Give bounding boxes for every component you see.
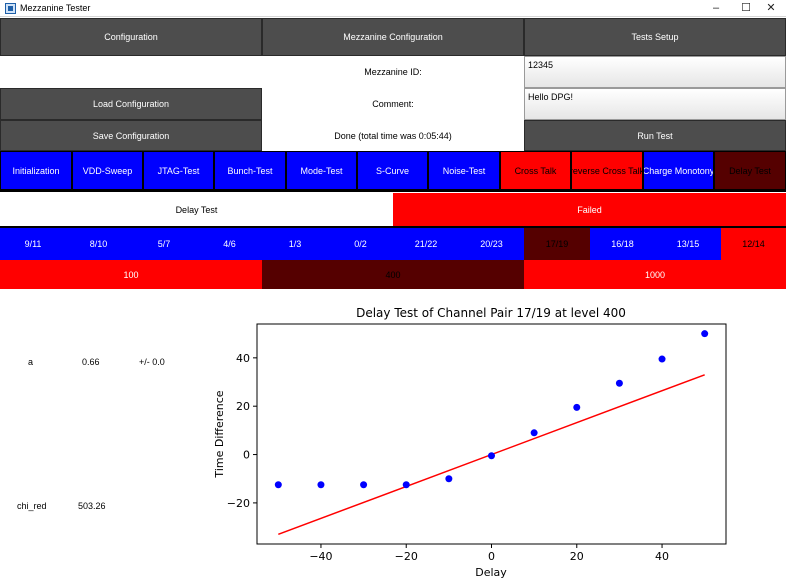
channel-pair-11[interactable]: 12/14	[721, 228, 786, 260]
x-tick-label: −40	[309, 550, 332, 563]
channel-pair-8[interactable]: 17/19	[524, 228, 590, 260]
channel-pair-4[interactable]: 1/3	[262, 228, 328, 260]
channel-pair-6[interactable]: 21/22	[393, 228, 459, 260]
minimize-button[interactable]: –	[712, 2, 720, 14]
load-configuration-button[interactable]: Load Configuration	[0, 88, 262, 120]
test-tab-7[interactable]: Cross Talk	[500, 151, 571, 190]
app-window-icon	[5, 3, 16, 14]
test-tab-9[interactable]: Charge Monotony	[643, 151, 714, 190]
result-status: Failed	[393, 193, 786, 226]
channel-pair-2[interactable]: 5/7	[131, 228, 197, 260]
fit-line	[278, 374, 705, 536]
run-test-button[interactable]: Run Test	[524, 120, 786, 151]
test-tab-8[interactable]: reverse Cross Talk	[571, 151, 643, 190]
save-configuration-button[interactable]: Save Configuration	[0, 120, 262, 151]
test-tab-4[interactable]: Mode-Test	[286, 151, 357, 190]
channel-pair-10[interactable]: 13/15	[655, 228, 721, 260]
channel-pair-3[interactable]: 4/6	[197, 228, 262, 260]
fit-param-error: +/- 0.0	[139, 357, 165, 367]
chart-title: Delay Test of Channel Pair 17/19 at leve…	[356, 306, 626, 320]
maximize-button[interactable]: ☐	[741, 2, 751, 14]
channel-pair-1[interactable]: 8/10	[66, 228, 131, 260]
level-1[interactable]: 400	[262, 260, 524, 289]
y-tick-label: 20	[236, 400, 250, 413]
test-tab-6[interactable]: Noise-Test	[428, 151, 500, 190]
test-tab-10[interactable]: Delay Test	[714, 151, 786, 190]
x-tick-label: 0	[488, 550, 495, 563]
data-point	[573, 403, 581, 411]
divider	[0, 226, 786, 228]
window-title: Mezzanine Tester	[20, 3, 91, 13]
level-0[interactable]: 100	[0, 260, 262, 289]
data-point	[445, 475, 453, 483]
x-tick-label: −20	[395, 550, 418, 563]
data-point	[317, 481, 325, 489]
comment-input[interactable]: Hello DPG!	[524, 88, 786, 120]
data-point	[530, 429, 538, 437]
fit-param-name: a	[28, 357, 34, 367]
channel-pair-0[interactable]: 9/11	[0, 228, 66, 260]
mezzanine-configuration-button[interactable]: Mezzanine Configuration	[262, 18, 524, 56]
data-point	[360, 481, 368, 489]
mezzanine-id-input[interactable]: 12345	[524, 56, 786, 88]
status-text: Done (total time was 0:05:44)	[262, 120, 524, 151]
chi-value: 503.26	[78, 501, 106, 511]
chi-label: chi_red	[17, 501, 47, 511]
x-axis-label: Delay	[475, 566, 507, 578]
channel-pair-7[interactable]: 20/23	[459, 228, 524, 260]
result-test-name: Delay Test	[0, 193, 393, 226]
data-point	[615, 379, 623, 387]
data-point	[402, 481, 410, 489]
data-point	[701, 330, 709, 338]
test-tab-0[interactable]: Initialization	[0, 151, 72, 190]
y-axis-label: Time Difference	[213, 390, 226, 478]
test-tab-3[interactable]: Bunch-Test	[214, 151, 286, 190]
test-tab-1[interactable]: VDD-Sweep	[72, 151, 143, 190]
configuration-button[interactable]: Configuration	[0, 18, 262, 56]
data-point	[488, 452, 495, 460]
y-tick-label: 40	[236, 352, 250, 365]
test-tab-2[interactable]: JTAG-Test	[143, 151, 214, 190]
divider	[0, 190, 786, 192]
x-tick-label: 20	[570, 550, 584, 563]
comment-label: Comment:	[262, 88, 524, 120]
y-tick-label: 0	[243, 449, 250, 462]
y-tick-label: −20	[227, 497, 250, 510]
data-point	[274, 481, 282, 489]
fit-param-value: 0.66	[82, 357, 100, 367]
level-2[interactable]: 1000	[524, 260, 786, 289]
data-point	[658, 355, 666, 363]
channel-pair-9[interactable]: 16/18	[590, 228, 655, 260]
test-tab-5[interactable]: S-Curve	[357, 151, 428, 190]
mezzanine-id-label: Mezzanine ID:	[262, 56, 524, 88]
x-tick-label: 40	[655, 550, 669, 563]
plot-frame	[256, 323, 727, 545]
tests-setup-button[interactable]: Tests Setup	[524, 18, 786, 56]
channel-pair-5[interactable]: 0/2	[328, 228, 393, 260]
title-bar: Mezzanine Tester – ☐ ✕	[0, 0, 786, 17]
close-button[interactable]: ✕	[766, 2, 776, 14]
